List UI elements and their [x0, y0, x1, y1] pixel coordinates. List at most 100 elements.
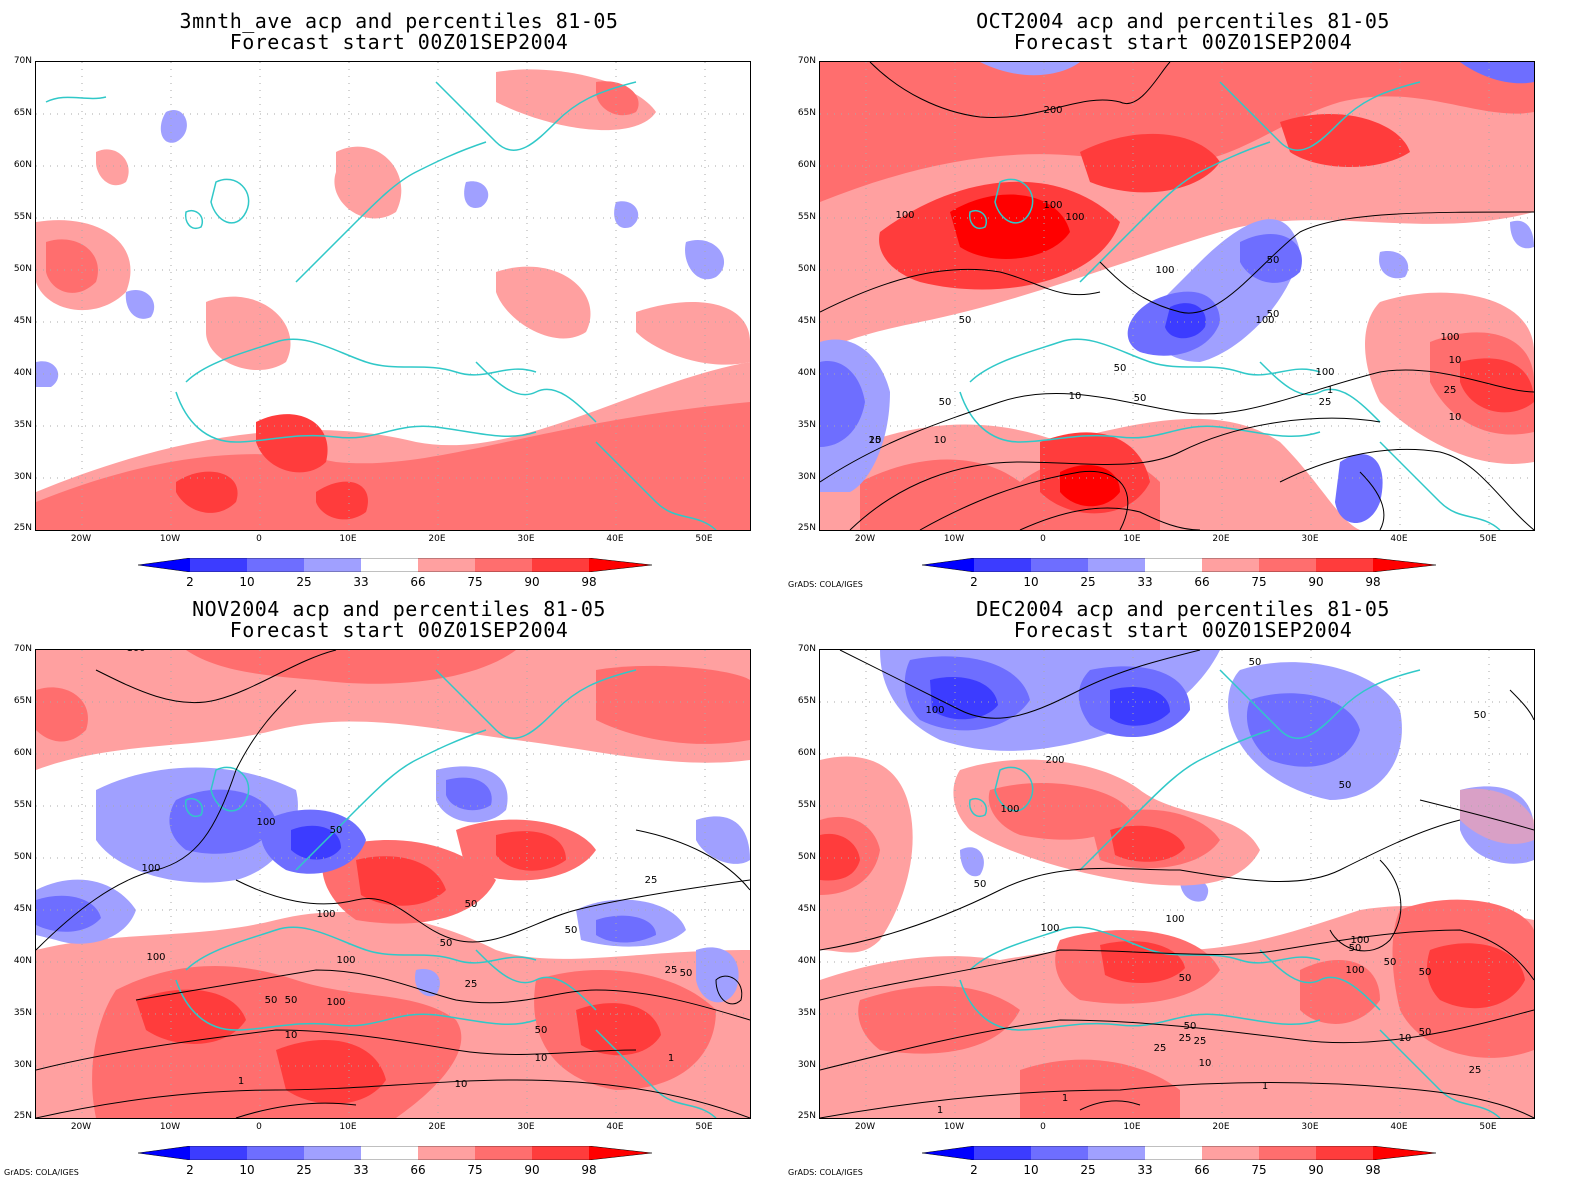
- contour-label: 50: [440, 938, 453, 949]
- contour-label: 1: [1062, 1093, 1068, 1104]
- contour-label: 50: [1134, 393, 1147, 404]
- panel-title-line1: OCT2004 acp and percentiles 81-05: [976, 9, 1390, 33]
- lon-label: 20E: [1212, 1122, 1230, 1132]
- legend-value: 66: [410, 575, 426, 589]
- contour-label: 100: [1350, 935, 1369, 946]
- contour-lines: [820, 62, 1534, 530]
- contour-label: 10: [869, 435, 882, 446]
- legend-value: 75: [467, 575, 483, 589]
- panel-nov2004: NOV2004 acp and percentiles 81-05 Foreca…: [0, 588, 798, 1186]
- lat-label: 55N: [13, 212, 32, 222]
- legend-value: 98: [581, 1163, 597, 1177]
- lat-lon-grid: [36, 62, 750, 530]
- lon-label: 10W: [159, 534, 181, 544]
- lon-label: 10W: [943, 534, 965, 544]
- lon-label: 20W: [70, 534, 92, 544]
- color-legend-bar: [138, 558, 653, 572]
- contour-label: 100: [316, 909, 335, 920]
- map-area: [35, 61, 751, 531]
- contour-label: 50: [1249, 657, 1262, 668]
- contour-label: 100: [1000, 804, 1019, 815]
- contour-label: 25: [869, 435, 882, 446]
- contour-label: 25: [1194, 1036, 1207, 1047]
- panel-dec2004: DEC2004 acp and percentiles 81-05 Foreca…: [784, 588, 1582, 1186]
- lon-label: 10E: [339, 534, 357, 544]
- contour-label: 50: [1419, 967, 1432, 978]
- lat-lon-grid: [820, 650, 1534, 1118]
- lon-label: 50E: [695, 534, 713, 544]
- contour-label: 10: [1399, 1033, 1412, 1044]
- color-legend-bar: [138, 1146, 653, 1160]
- lat-label: 25N: [13, 523, 32, 533]
- lat-label: 30N: [13, 472, 32, 482]
- contour-label: 1: [1262, 1081, 1268, 1092]
- contour-label: 50: [939, 397, 952, 408]
- contour-lines: [36, 650, 750, 1118]
- legend-value: 10: [239, 1163, 255, 1177]
- contour-label: 50: [959, 315, 972, 326]
- lon-label: 10E: [339, 1122, 357, 1132]
- contour-label: 100: [146, 952, 165, 963]
- contour-label: 50: [1267, 255, 1280, 266]
- contour-label: 50: [1349, 943, 1362, 954]
- lon-label: 0: [256, 534, 262, 544]
- contour-label: 100: [326, 997, 345, 1008]
- lat-label: 50N: [797, 852, 816, 862]
- contour-labels: 1001001005010010010050502510050505010255…: [126, 650, 692, 1090]
- legend-value: 33: [353, 575, 369, 589]
- contour-label: 100: [895, 210, 914, 221]
- lat-label: 35N: [13, 1008, 32, 1018]
- lat-label: 40N: [797, 956, 816, 966]
- lat-label: 25N: [13, 1111, 32, 1121]
- contour-label: 25: [1469, 1065, 1482, 1076]
- lon-label: 10E: [1123, 534, 1141, 544]
- map-area: 1001002001001001005050100505010050255025…: [819, 61, 1535, 531]
- lat-label: 30N: [797, 472, 816, 482]
- legend-value: 25: [296, 575, 312, 589]
- contour-label: 100: [1255, 315, 1274, 326]
- contour-label: 100: [256, 817, 275, 828]
- grads-credit: GrADS: COLA/IGES: [788, 1168, 863, 1177]
- panel-title-line2: Forecast start 00Z01SEP2004: [1013, 618, 1353, 642]
- legend-value: 90: [1308, 1163, 1324, 1177]
- lon-label: 30E: [517, 534, 535, 544]
- contour-labels: 5010020010050501001005010050502510050505…: [925, 657, 1486, 1116]
- lon-label: 40E: [1390, 1122, 1408, 1132]
- lon-label: 40E: [606, 534, 624, 544]
- panel-3mnth-ave: 3mnth_ave acp and percentiles 81-05 Fore…: [0, 0, 798, 598]
- contour-label: 100: [126, 650, 145, 654]
- lon-label: 40E: [606, 1122, 624, 1132]
- lon-label: 20E: [428, 1122, 446, 1132]
- contour-label: 25: [645, 875, 658, 886]
- percentile-shading: [36, 69, 750, 530]
- contour-label: 10: [285, 1030, 298, 1041]
- contour-label: 50: [1339, 780, 1352, 791]
- lat-label: 35N: [797, 420, 816, 430]
- lat-label: 60N: [797, 748, 816, 758]
- contour-label: 50: [285, 995, 298, 1006]
- contour-label: 1: [668, 1053, 674, 1064]
- lat-label: 50N: [13, 852, 32, 862]
- coastlines: [175, 669, 717, 1118]
- lat-lon-grid: [820, 62, 1534, 530]
- lon-label: 10E: [1123, 1122, 1141, 1132]
- legend-value: 10: [239, 575, 255, 589]
- contour-labels: 1001002001001001005050100505010050255025…: [869, 62, 1462, 446]
- color-legend-bar: [922, 558, 1437, 572]
- grads-credit: GrADS: COLA/IGES: [4, 1168, 79, 1177]
- contour-label: 10: [1199, 1058, 1212, 1069]
- contour-label: 50: [535, 1025, 548, 1036]
- lat-label: 60N: [13, 748, 32, 758]
- contour-label: 100: [1315, 367, 1334, 378]
- contour-label: 25: [1154, 1043, 1167, 1054]
- lon-label: 50E: [1479, 1122, 1497, 1132]
- legend-value: 25: [1080, 575, 1096, 589]
- contour-label: 100: [925, 705, 944, 716]
- panel-title-line2: Forecast start 00Z01SEP2004: [229, 30, 569, 54]
- contour-label: 25: [465, 979, 478, 990]
- lat-label: 35N: [797, 1008, 816, 1018]
- lon-label: 20E: [428, 534, 446, 544]
- lat-label: 60N: [13, 160, 32, 170]
- contour-label: 100: [1155, 265, 1174, 276]
- lat-label: 45N: [13, 316, 32, 326]
